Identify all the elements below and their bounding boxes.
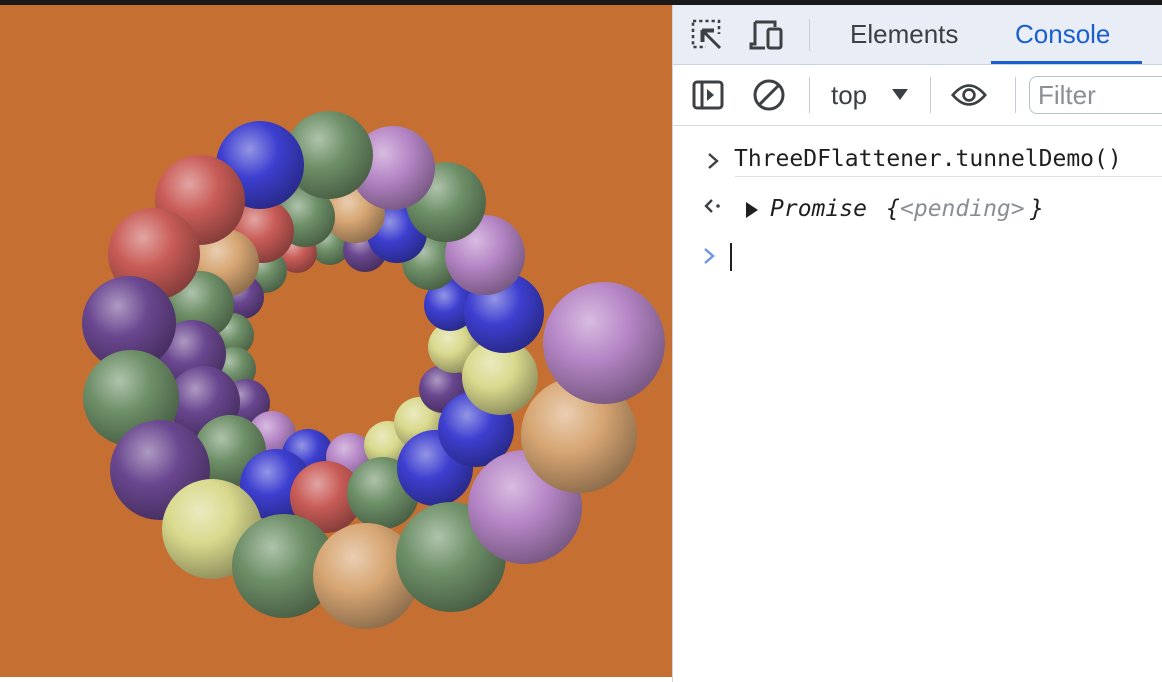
sphere-yellow — [462, 339, 538, 415]
live-expression-eye-icon[interactable] — [951, 77, 987, 113]
sphere-violet — [543, 282, 665, 404]
device-toolbar-icon[interactable] — [749, 17, 785, 53]
filter-input[interactable] — [1029, 76, 1162, 114]
context-dropdown-icon[interactable] — [892, 89, 908, 100]
console-command-row: ThreeDFlattener.tunnelDemo() — [673, 138, 1162, 178]
sphere-green — [232, 514, 336, 618]
toolbar-divider — [809, 77, 810, 113]
tab-console[interactable]: Console — [1015, 19, 1111, 49]
console-command-text[interactable]: ThreeDFlattener.tunnelDemo() — [734, 146, 1122, 172]
result-promise-label[interactable]: Promise — [770, 196, 867, 222]
toolbar-divider — [930, 77, 931, 113]
return-arrow-icon — [704, 199, 720, 213]
inspect-element-icon[interactable] — [689, 17, 725, 53]
clear-console-icon[interactable] — [751, 77, 787, 113]
toolbar-divider — [1015, 77, 1016, 113]
tab-elements[interactable]: Elements — [850, 19, 959, 49]
console-toolbar: top — [673, 65, 1162, 126]
sidebar-toggle-icon[interactable] — [690, 77, 726, 113]
console-output: ThreeDFlattener.tunnelDemo() Promise { <… — [673, 126, 1162, 682]
sphere-green — [285, 111, 373, 199]
sphere-tan — [521, 377, 637, 493]
console-result-row: Promise { <pending> } — [673, 186, 1162, 228]
tab-bar-divider — [809, 19, 810, 51]
context-selector[interactable]: top — [831, 80, 868, 110]
sphere-tan — [313, 523, 419, 629]
devtools-tab-bar: Elements Console — [673, 5, 1162, 65]
input-prompt-icon — [704, 248, 715, 264]
input-prompt-icon — [708, 153, 719, 169]
result-brace-open: { — [886, 196, 900, 222]
console-input-caret[interactable] — [730, 243, 732, 271]
panel-divider[interactable] — [672, 5, 673, 682]
render-canvas[interactable] — [0, 5, 672, 677]
sphere-red — [290, 461, 362, 533]
expand-triangle-icon[interactable] — [745, 202, 759, 218]
tunnel-scene — [0, 5, 672, 677]
result-pending-state: <pending> — [900, 196, 1025, 222]
sphere-group — [82, 111, 665, 629]
window-top-border — [0, 0, 1162, 5]
sphere-purple — [82, 276, 176, 370]
console-row-divider — [735, 176, 1162, 177]
devtools-panel: Elements Console top — [673, 5, 1162, 682]
active-tab-indicator — [991, 61, 1142, 64]
result-brace-close: } — [1030, 196, 1044, 222]
sphere-blue — [424, 279, 476, 331]
